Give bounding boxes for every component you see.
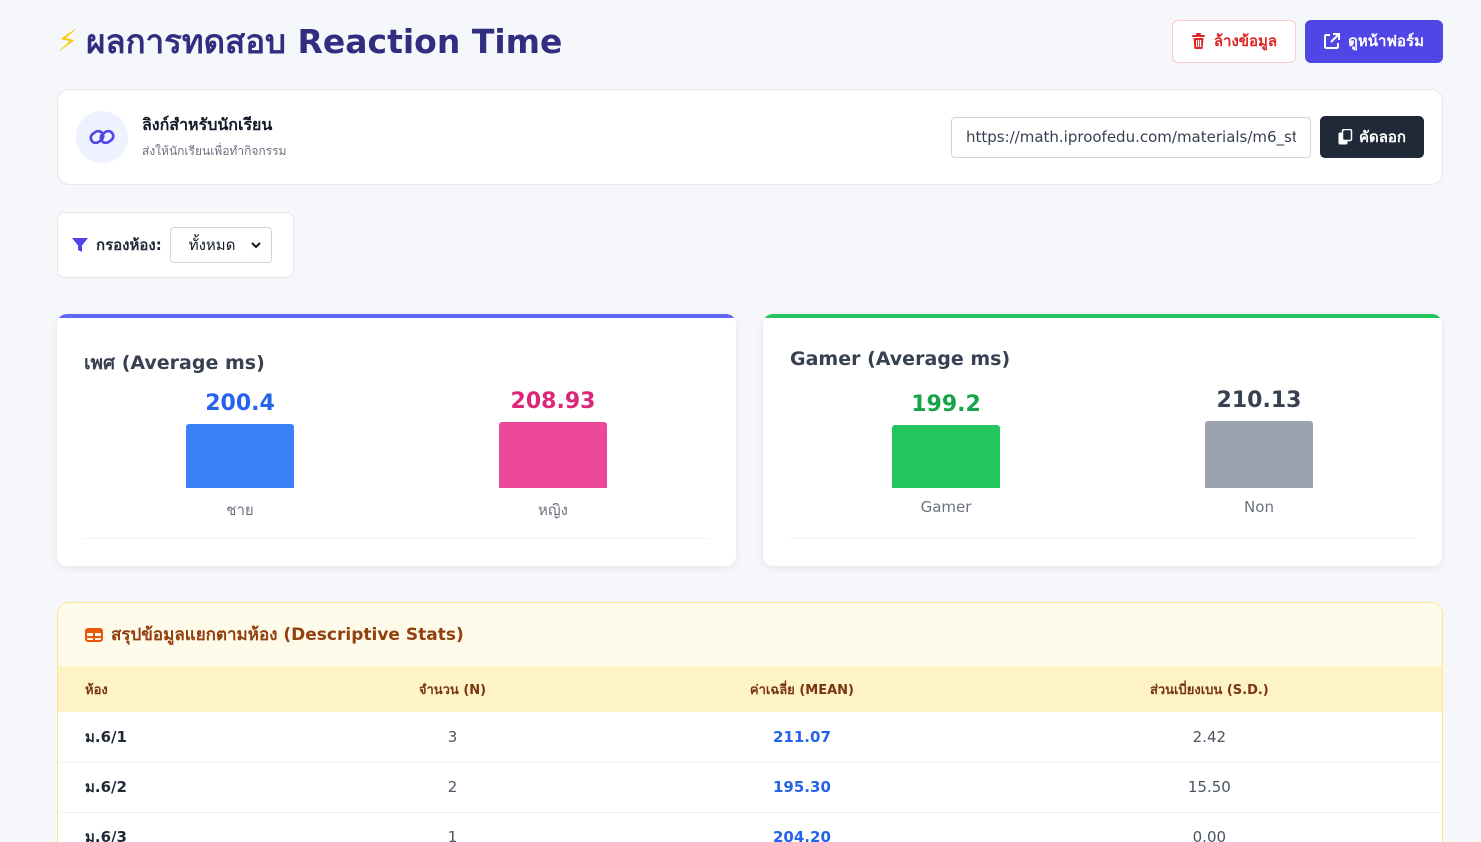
table-row: ม.6/1 3 211.07 2.42 [58,712,1442,763]
bar [499,422,607,488]
trash-icon [1191,33,1205,49]
gender-chart-card: เพศ (Average ms) 200.4 ชาย 208.93 หญิง [57,314,736,566]
cell-n: 2 [277,762,628,813]
student-link-card: ลิงก์สำหรับนักเรียน ส่งให้นักเรียนเพื่อท… [57,89,1443,185]
bar-group: 208.93 หญิง [453,386,653,522]
bar-value-label: 208.93 [510,389,596,414]
lightning-icon: ⚡ [57,23,79,59]
view-form-label: ดูหน้าฟอร์ม [1348,32,1424,50]
stats-table: ห้อง จำนวน (N) ค่าเฉลี่ย (MEAN) ส่วนเบี่… [58,666,1442,842]
bar-value-label: 210.13 [1216,388,1302,413]
clear-data-button[interactable]: ล้างข้อมูล [1171,19,1297,63]
cell-sd: 0.00 [976,812,1442,842]
cell-sd: 2.42 [976,712,1442,763]
table-icon [85,627,103,642]
bar [186,424,294,488]
gamer-chart-card: Gamer (Average ms) 199.2 Gamer 210.13 Non [763,314,1442,566]
cell-n: 3 [277,712,628,763]
column-header-room: ห้อง [58,666,278,712]
cell-room: ม.6/1 [58,712,278,763]
room-filter-label: กรองห้อง: [96,236,162,254]
bar-category-label: หญิง [538,501,568,519]
chart-accent-bar [57,314,736,318]
chart-title: Gamer (Average ms) [790,348,1011,370]
table-row: ม.6/2 2 195.30 15.50 [58,762,1442,813]
column-header-n: จำนวน (N) [277,666,628,712]
table-row: ม.6/3 1 204.20 0.00 [58,812,1442,842]
room-filter-select[interactable]: ทั้งหมด [169,227,272,263]
page-header: ⚡ ผลการทดสอบ Reaction Time ล้างข้อมูล ดู… [57,18,1443,64]
room-filter-value: ทั้งหมด [188,236,236,254]
bar-group: 210.13 Non [1159,386,1359,516]
bar [1205,421,1313,488]
stats-title: สรุปข้อมูลแยกตามห้อง (Descriptive Stats) [111,625,464,645]
copy-link-label: คัดลอก [1358,128,1406,146]
chevron-down-icon [250,241,261,248]
chart-title: เพศ (Average ms) [84,352,265,374]
page-title-text: ผลการทดสอบ Reaction Time [86,21,563,61]
cell-sd: 15.50 [976,762,1442,813]
cell-mean: 204.20 [627,812,977,842]
descriptive-stats-card: สรุปข้อมูลแยกตามห้อง (Descriptive Stats)… [57,602,1443,842]
bar-category-label: Non [1244,498,1274,516]
cell-mean: 195.30 [627,762,977,813]
bar-category-label: Gamer [920,498,972,516]
cell-room: ม.6/3 [58,812,278,842]
bar-group: 199.2 Gamer [846,386,1046,516]
cell-n: 1 [277,812,628,842]
stats-header-row: ห้อง จำนวน (N) ค่าเฉลี่ย (MEAN) ส่วนเบี่… [58,666,1442,712]
chart-accent-bar [763,314,1442,318]
bar-category-label: ชาย [226,501,254,519]
filter-icon [72,238,88,252]
link-icon-wrap [76,111,128,163]
link-card-title: ลิงก์สำหรับนักเรียน [142,115,273,134]
chart-baseline [790,538,1415,539]
external-link-icon [1324,33,1341,49]
clear-data-label: ล้างข้อมูล [1213,32,1278,50]
view-form-button[interactable]: ดูหน้าฟอร์ม [1305,19,1443,63]
link-card-subtitle: ส่งให้นักเรียนเพื่อทำกิจกรรม [142,144,287,158]
copy-link-button[interactable]: คัดลอก [1319,116,1424,158]
copy-icon [1338,129,1353,145]
column-header-mean: ค่าเฉลี่ย (MEAN) [627,666,977,712]
bar [892,425,1000,488]
bar-group: 200.4 ชาย [140,386,340,522]
bar-value-label: 199.2 [911,392,981,417]
stats-header: สรุปข้อมูลแยกตามห้อง (Descriptive Stats) [58,603,1442,666]
chart-baseline [84,538,709,539]
cell-mean: 211.07 [627,712,977,763]
link-icon [89,129,115,145]
cell-room: ม.6/2 [58,762,278,813]
column-header-sd: ส่วนเบี่ยงเบน (S.D.) [976,666,1442,712]
room-filter-card: กรองห้อง: ทั้งหมด [57,212,294,278]
page-title: ⚡ ผลการทดสอบ Reaction Time [57,15,562,68]
bar-value-label: 200.4 [205,391,275,416]
student-link-input[interactable] [950,116,1311,158]
